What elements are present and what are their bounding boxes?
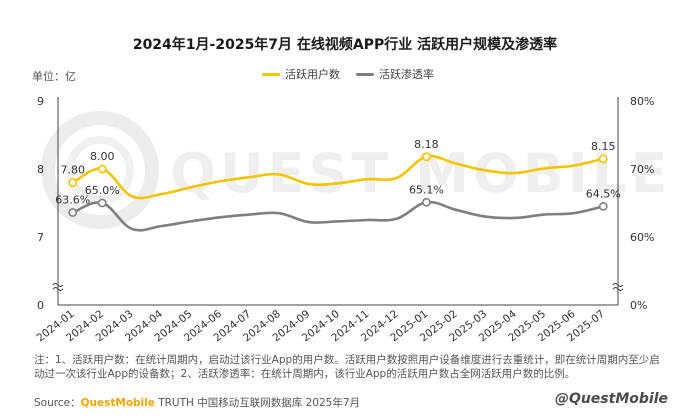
data-label-active-users: 8.15 — [591, 140, 616, 153]
y-right-tick-label: 60% — [630, 231, 654, 244]
data-label-penetration: 64.5% — [586, 187, 621, 200]
data-point-penetration — [68, 208, 78, 217]
y-right-tick-label: 0% — [630, 299, 647, 312]
axis-break-left-2 — [52, 287, 64, 291]
data-point-active-users — [68, 178, 78, 187]
legend-item-active-users: 活跃用户数 — [262, 66, 340, 82]
source-prefix: Source： — [34, 397, 81, 409]
source-brand: QuestMobile — [80, 397, 155, 409]
data-label-penetration: 65.1% — [409, 183, 444, 196]
series-line-active-users — [72, 154, 604, 200]
legend-swatch-penetration — [356, 72, 374, 76]
y-left-tick-label: 0 — [37, 299, 44, 312]
legend-label-penetration: 活跃渗透率 — [379, 68, 434, 81]
chart-footnote: 注：1、活跃用户数：在统计周期内，启动过该行业App的用户数。活跃用户数按照用户… — [34, 354, 660, 380]
data-label-active-users: 8.00 — [90, 150, 115, 163]
watermark-text: QUEST MOBILE — [170, 142, 671, 205]
source-suffix: TRUTH 中国移动互联网数据库 2025年7月 — [154, 397, 360, 409]
legend-item-penetration: 活跃渗透率 — [356, 66, 434, 82]
chart-legend: 活跃用户数 活跃渗透率 — [262, 66, 434, 82]
axis-break-right — [612, 283, 624, 287]
legend-label-active-users: 活跃用户数 — [285, 68, 340, 81]
data-point-active-users — [598, 154, 608, 164]
data-label-penetration: 63.6% — [55, 194, 90, 207]
y-left-tick-label: 8 — [37, 163, 44, 176]
data-point-active-users — [97, 164, 107, 174]
data-point-penetration — [97, 198, 107, 208]
series-line-penetration — [72, 200, 604, 232]
data-label-active-users: 8.18 — [414, 138, 439, 151]
axis-break-right-2 — [612, 287, 624, 291]
data-label-penetration: 65.0% — [85, 184, 120, 197]
watermark-ring — [41, 111, 159, 229]
watermark-corner: @QuestMobile — [554, 391, 668, 407]
y-left-tick-label: 7 — [37, 231, 44, 244]
legend-swatch-active-users — [262, 72, 280, 76]
data-point-penetration — [598, 201, 608, 211]
data-point-penetration — [422, 197, 431, 207]
axis-break-left — [52, 283, 64, 287]
y-right-tick-label: 70% — [630, 163, 654, 176]
y-right-tick-label: 80% — [630, 95, 654, 108]
data-point-active-users — [422, 152, 431, 162]
data-label-active-users: 7.80 — [60, 164, 85, 177]
chart-source: Source：QuestMobile TRUTH 中国移动互联网数据库 2025… — [34, 395, 360, 410]
y-left-tick-label: 9 — [37, 95, 44, 108]
y-axis-unit-label: 单位：亿 — [32, 70, 76, 83]
chart-title: 2024年1月-2025年7月 在线视频APP行业 活跃用户规模及渗透率 — [132, 37, 558, 53]
